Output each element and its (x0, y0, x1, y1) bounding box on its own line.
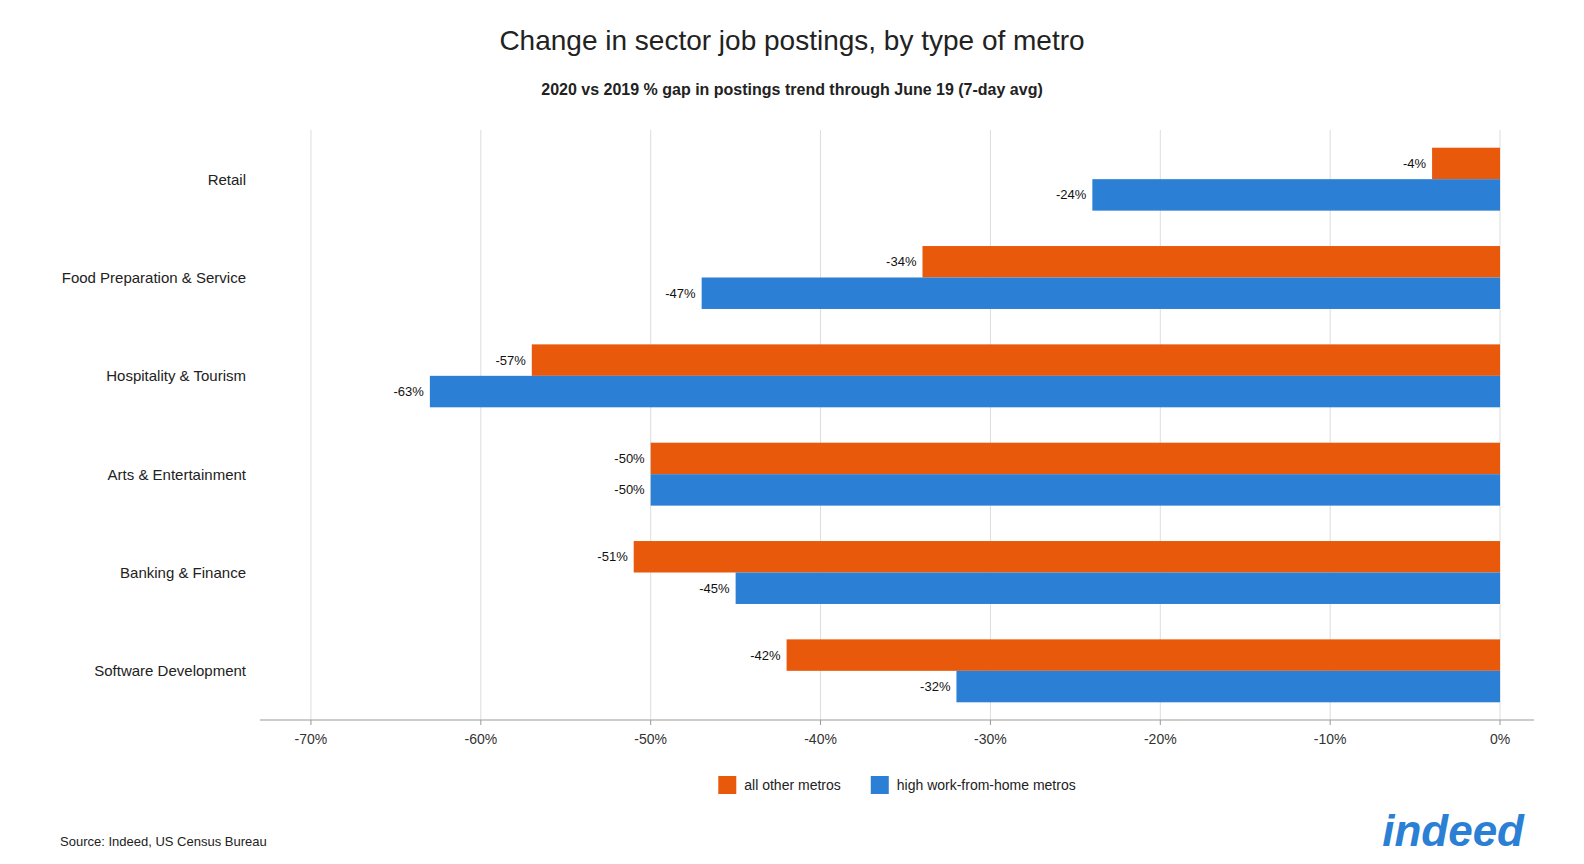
grid-line (310, 130, 311, 720)
legend: all other metros high work-from-home metr… (718, 776, 1075, 794)
data-label: -24% (1056, 187, 1087, 202)
y-axis: Retail Food Preparation & Service Hospital… (62, 171, 247, 680)
grid-line (480, 130, 481, 720)
tick-label: -10% (1314, 731, 1347, 747)
data-label: -50% (614, 451, 645, 466)
category-label: Food Preparation & Service (62, 269, 246, 286)
bar (1092, 179, 1500, 210)
category-label: Software Development (94, 662, 247, 679)
tick-label: -40% (804, 731, 837, 747)
legend-label: all other metros (744, 777, 840, 793)
grid-line (1330, 130, 1331, 720)
logo: indeed (1382, 806, 1525, 855)
x-axis: -70% -60% -50% -40% -30% -20% -10% 0% (260, 720, 1534, 747)
tick-label: -50% (634, 731, 667, 747)
grid (311, 130, 1500, 720)
category-label: Banking & Finance (120, 564, 246, 581)
bar (532, 344, 1500, 375)
data-label: -57% (495, 353, 526, 368)
data-label: -50% (614, 482, 645, 497)
tick-mark (820, 720, 821, 725)
legend-swatch (871, 776, 889, 794)
data-labels: -4% -24% -34% -47% -57% -63% -50% -50% -51% -45% -… (394, 156, 1427, 694)
bar (651, 443, 1500, 474)
data-label: -34% (886, 254, 917, 269)
legend-swatch (718, 776, 736, 794)
tick-label: -70% (295, 731, 328, 747)
category-label: Hospitality & Tourism (106, 367, 246, 384)
legend-item: high work-from-home metros (871, 776, 1076, 794)
tick-mark (1500, 720, 1501, 725)
grid-line (1500, 130, 1501, 720)
subtitle: 2020 vs 2019 % gap in postings trend thr… (541, 81, 1042, 98)
grid-line (820, 130, 821, 720)
category-label: Arts & Entertainment (108, 466, 247, 483)
tick-label: -20% (1144, 731, 1177, 747)
grid-line (990, 130, 991, 720)
bar (736, 573, 1500, 604)
chart: Change in sector job postings, by type o… (0, 0, 1584, 864)
tick-mark (310, 720, 311, 725)
data-label: -42% (750, 648, 781, 663)
tick-mark (1160, 720, 1161, 725)
title: Change in sector job postings, by type o… (499, 25, 1084, 56)
bar (634, 541, 1500, 572)
data-label: -51% (597, 549, 628, 564)
axis-line (260, 720, 1534, 721)
data-label: -4% (1403, 156, 1427, 171)
tick-mark (480, 720, 481, 725)
bar (430, 376, 1500, 407)
category-label: Retail (208, 171, 246, 188)
data-label: -63% (394, 384, 425, 399)
data-label: -47% (665, 286, 696, 301)
grid-line (1160, 130, 1161, 720)
source: Source: Indeed, US Census Bureau (60, 834, 267, 849)
data-label: -45% (699, 581, 730, 596)
bar (787, 639, 1500, 670)
tick-label: 0% (1490, 731, 1510, 747)
tick-label: -30% (974, 731, 1007, 747)
data-label: -32% (920, 679, 951, 694)
bar (651, 474, 1500, 505)
bar (922, 246, 1500, 277)
tick-mark (1330, 720, 1331, 725)
bar (702, 278, 1500, 309)
legend-item: all other metros (718, 776, 840, 794)
bar (956, 671, 1500, 702)
bars (430, 148, 1500, 703)
tick-label: -60% (464, 731, 497, 747)
grid-line (650, 130, 651, 720)
tick-mark (990, 720, 991, 725)
bar (1432, 148, 1500, 179)
tick-mark (650, 720, 651, 725)
legend-label: high work-from-home metros (897, 777, 1076, 793)
